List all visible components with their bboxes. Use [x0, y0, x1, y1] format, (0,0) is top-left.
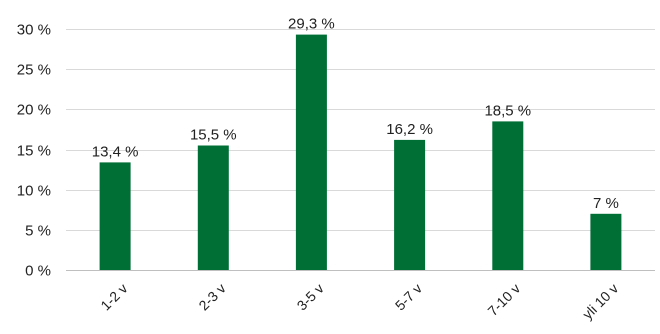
data-label: 15,5 % — [190, 127, 237, 144]
data-label: 13,4 % — [92, 143, 139, 160]
x-category-label: 2-3 v — [195, 280, 228, 313]
x-category-label: 7-10 v — [484, 280, 523, 319]
y-tick-label: 25 % — [17, 62, 51, 79]
data-label: 7 % — [593, 195, 619, 212]
bar — [492, 121, 524, 271]
y-tick-label: 5 % — [25, 223, 51, 240]
gridlines — [66, 29, 655, 271]
y-tick-label: 0 % — [25, 263, 51, 280]
data-labels: 13,4 % 15,5 % 29,3 % 16,2 % 18,5 % 7 % — [92, 16, 619, 212]
x-category-label: 5-7 v — [392, 280, 425, 313]
y-tick-label: 30 % — [17, 22, 51, 39]
x-axis-labels: 1-2 v 2-3 v 3-5 v 5-7 v 7-10 v yli 10 v — [97, 280, 621, 322]
bar — [394, 139, 426, 270]
y-tick-label: 15 % — [17, 143, 51, 160]
y-tick-label: 10 % — [17, 183, 51, 200]
y-axis-ticks: 0 % 5 % 10 % 15 % 20 % 25 % 30 % — [17, 22, 51, 280]
bar — [590, 213, 622, 270]
x-category-label: 3-5 v — [294, 280, 327, 313]
x-category-label: yli 10 v — [579, 280, 621, 322]
data-label: 18,5 % — [484, 102, 531, 119]
bar — [295, 34, 327, 270]
y-tick-label: 20 % — [17, 102, 51, 119]
data-label: 29,3 % — [288, 16, 335, 33]
bar — [99, 162, 131, 270]
data-label: 16,2 % — [386, 121, 433, 138]
bars — [99, 34, 622, 271]
bar — [197, 145, 229, 270]
x-category-label: 1-2 v — [97, 280, 130, 313]
